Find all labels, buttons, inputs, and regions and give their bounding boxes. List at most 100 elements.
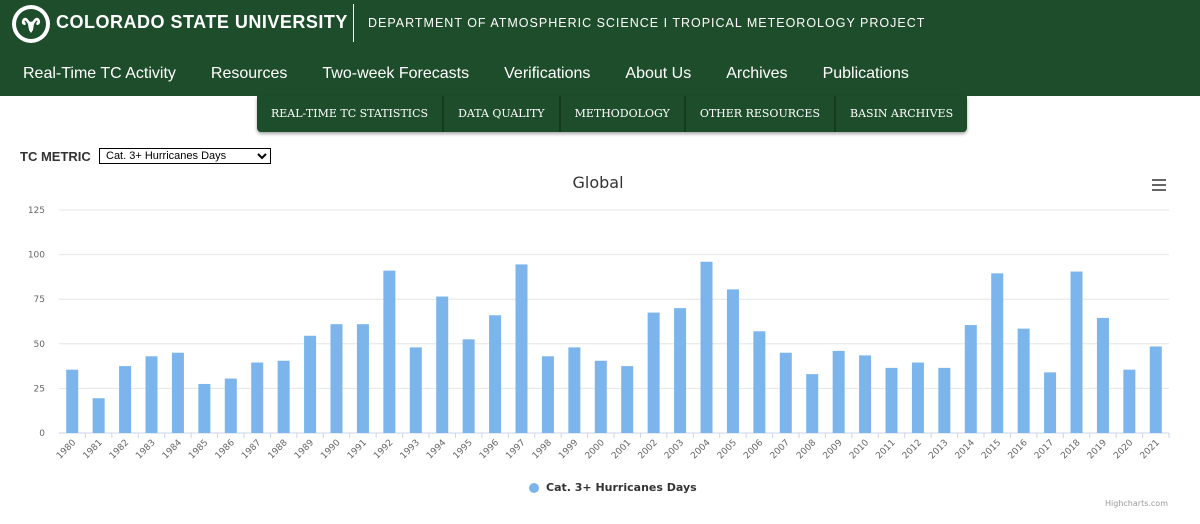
x-tick-label: 2011 bbox=[874, 438, 897, 461]
bar bbox=[1123, 369, 1136, 433]
x-tick-label: 1983 bbox=[134, 438, 157, 461]
x-tick-label: 1994 bbox=[425, 438, 448, 461]
nav-archives[interactable]: Archives bbox=[726, 65, 788, 82]
x-tick-label: 2006 bbox=[742, 438, 765, 461]
legend-series-label: Cat. 3+ Hurricanes Days bbox=[546, 481, 697, 494]
x-tick-label: 1985 bbox=[187, 438, 210, 461]
x-tick-label: 2003 bbox=[663, 438, 686, 461]
x-tick-label: 2009 bbox=[821, 438, 844, 461]
x-tick-label: 1981 bbox=[81, 438, 104, 461]
bar bbox=[224, 378, 237, 433]
highcharts-credits[interactable]: Highcharts.com bbox=[1105, 499, 1168, 508]
x-tick-label: 2017 bbox=[1033, 438, 1056, 461]
x-tick-label: 2015 bbox=[980, 438, 1003, 461]
x-tick-label: 1998 bbox=[531, 438, 554, 461]
bar bbox=[198, 383, 211, 433]
header-divider bbox=[353, 4, 354, 42]
y-tick-label: 100 bbox=[28, 251, 45, 261]
bar bbox=[356, 324, 369, 433]
x-tick-label: 2008 bbox=[795, 438, 818, 461]
bar bbox=[277, 360, 290, 433]
x-tick-label: 1999 bbox=[557, 438, 580, 461]
bar bbox=[383, 270, 396, 433]
ram-icon bbox=[21, 17, 41, 33]
x-tick-label: 1996 bbox=[478, 438, 501, 461]
x-tick-label: 2021 bbox=[1139, 438, 1162, 461]
nav-about-us[interactable]: About Us bbox=[625, 65, 692, 82]
nav-publications[interactable]: Publications bbox=[822, 65, 909, 82]
x-tick-label: 1984 bbox=[161, 438, 184, 461]
y-tick-label: 75 bbox=[34, 295, 45, 305]
bar bbox=[1096, 317, 1109, 433]
bar bbox=[436, 296, 449, 433]
y-tick-label: 50 bbox=[34, 340, 46, 350]
bar bbox=[726, 289, 739, 433]
subnav-data-quality[interactable]: DATA QUALITY bbox=[444, 96, 561, 132]
bar bbox=[541, 356, 554, 433]
nav-real-time-tc-activity[interactable]: Real-Time TC Activity bbox=[23, 65, 176, 82]
x-tick-label: 1990 bbox=[319, 438, 342, 461]
bar bbox=[911, 362, 924, 433]
bar bbox=[515, 264, 528, 433]
bar bbox=[647, 312, 660, 433]
x-tick-label: 2001 bbox=[610, 438, 633, 461]
y-tick-label: 0 bbox=[39, 429, 45, 439]
bar bbox=[674, 308, 687, 433]
tc-metric-select[interactable]: Cat. 3+ Hurricanes Days bbox=[99, 148, 271, 164]
x-tick-label: 2012 bbox=[901, 438, 924, 461]
x-tick-label: 1992 bbox=[372, 438, 395, 461]
hamburger-icon[interactable] bbox=[1152, 179, 1166, 191]
nav-verifications[interactable]: Verifications bbox=[504, 65, 591, 82]
bar bbox=[700, 261, 713, 433]
x-tick-label: 1986 bbox=[214, 438, 237, 461]
x-tick-label: 1997 bbox=[504, 438, 527, 461]
x-tick-label: 2019 bbox=[1086, 438, 1109, 461]
bar bbox=[119, 366, 132, 433]
bar bbox=[330, 324, 343, 433]
bar bbox=[1044, 372, 1057, 433]
bar bbox=[1070, 271, 1083, 433]
legend-series-marker bbox=[529, 482, 539, 493]
chart-title: Global bbox=[572, 173, 624, 192]
bar bbox=[409, 347, 422, 433]
x-tick-label: 2005 bbox=[716, 438, 739, 461]
x-tick-label: 1993 bbox=[399, 438, 422, 461]
x-tick-label: 2004 bbox=[689, 438, 712, 461]
x-tick-label: 2016 bbox=[1006, 438, 1029, 461]
y-tick-label: 25 bbox=[34, 384, 45, 394]
x-tick-label: 1995 bbox=[451, 438, 474, 461]
x-tick-label: 2010 bbox=[848, 438, 871, 461]
bar bbox=[964, 325, 977, 433]
subnav-other-resources[interactable]: OTHER RESOURCES bbox=[686, 96, 836, 132]
bar bbox=[489, 315, 502, 433]
subnav-real-time-tc-statistics[interactable]: REAL-TIME TC STATISTICS bbox=[257, 96, 445, 132]
bar bbox=[66, 369, 79, 433]
x-tick-label: 1989 bbox=[293, 438, 316, 461]
bar bbox=[832, 350, 845, 433]
x-tick-label: 2013 bbox=[927, 438, 950, 461]
university-name[interactable]: COLORADO STATE UNIVERSITY bbox=[56, 12, 348, 32]
x-tick-label: 2018 bbox=[1059, 438, 1082, 461]
sub-nav: REAL-TIME TC STATISTICS DATA QUALITY MET… bbox=[257, 96, 968, 132]
subnav-methodology[interactable]: METHODOLOGY bbox=[561, 96, 686, 132]
chart-legend[interactable]: Cat. 3+ Hurricanes Days bbox=[529, 481, 697, 494]
department-name[interactable]: DEPARTMENT OF ATMOSPHERIC SCIENCE I TROP… bbox=[368, 16, 926, 30]
x-tick-label: 2000 bbox=[584, 438, 607, 461]
y-tick-label: 125 bbox=[28, 206, 45, 216]
x-tick-label: 1988 bbox=[266, 438, 289, 461]
tc-metric-label: TC METRIC bbox=[20, 149, 91, 164]
nav-two-week-forecasts[interactable]: Two-week Forecasts bbox=[322, 65, 470, 82]
x-tick-label: 2020 bbox=[1112, 438, 1135, 461]
subnav-basin-archives[interactable]: BASIN ARCHIVES bbox=[850, 107, 954, 120]
bar bbox=[462, 339, 475, 433]
bar bbox=[885, 367, 898, 433]
csu-ram-logo[interactable] bbox=[12, 5, 50, 43]
nav-resources[interactable]: Resources bbox=[210, 65, 288, 82]
bar bbox=[594, 360, 607, 433]
bar bbox=[145, 356, 158, 433]
x-tick-label: 1980 bbox=[55, 438, 78, 461]
bar bbox=[753, 331, 766, 433]
x-tick-label: 2014 bbox=[954, 438, 977, 461]
x-tick-label: 1991 bbox=[346, 438, 369, 461]
